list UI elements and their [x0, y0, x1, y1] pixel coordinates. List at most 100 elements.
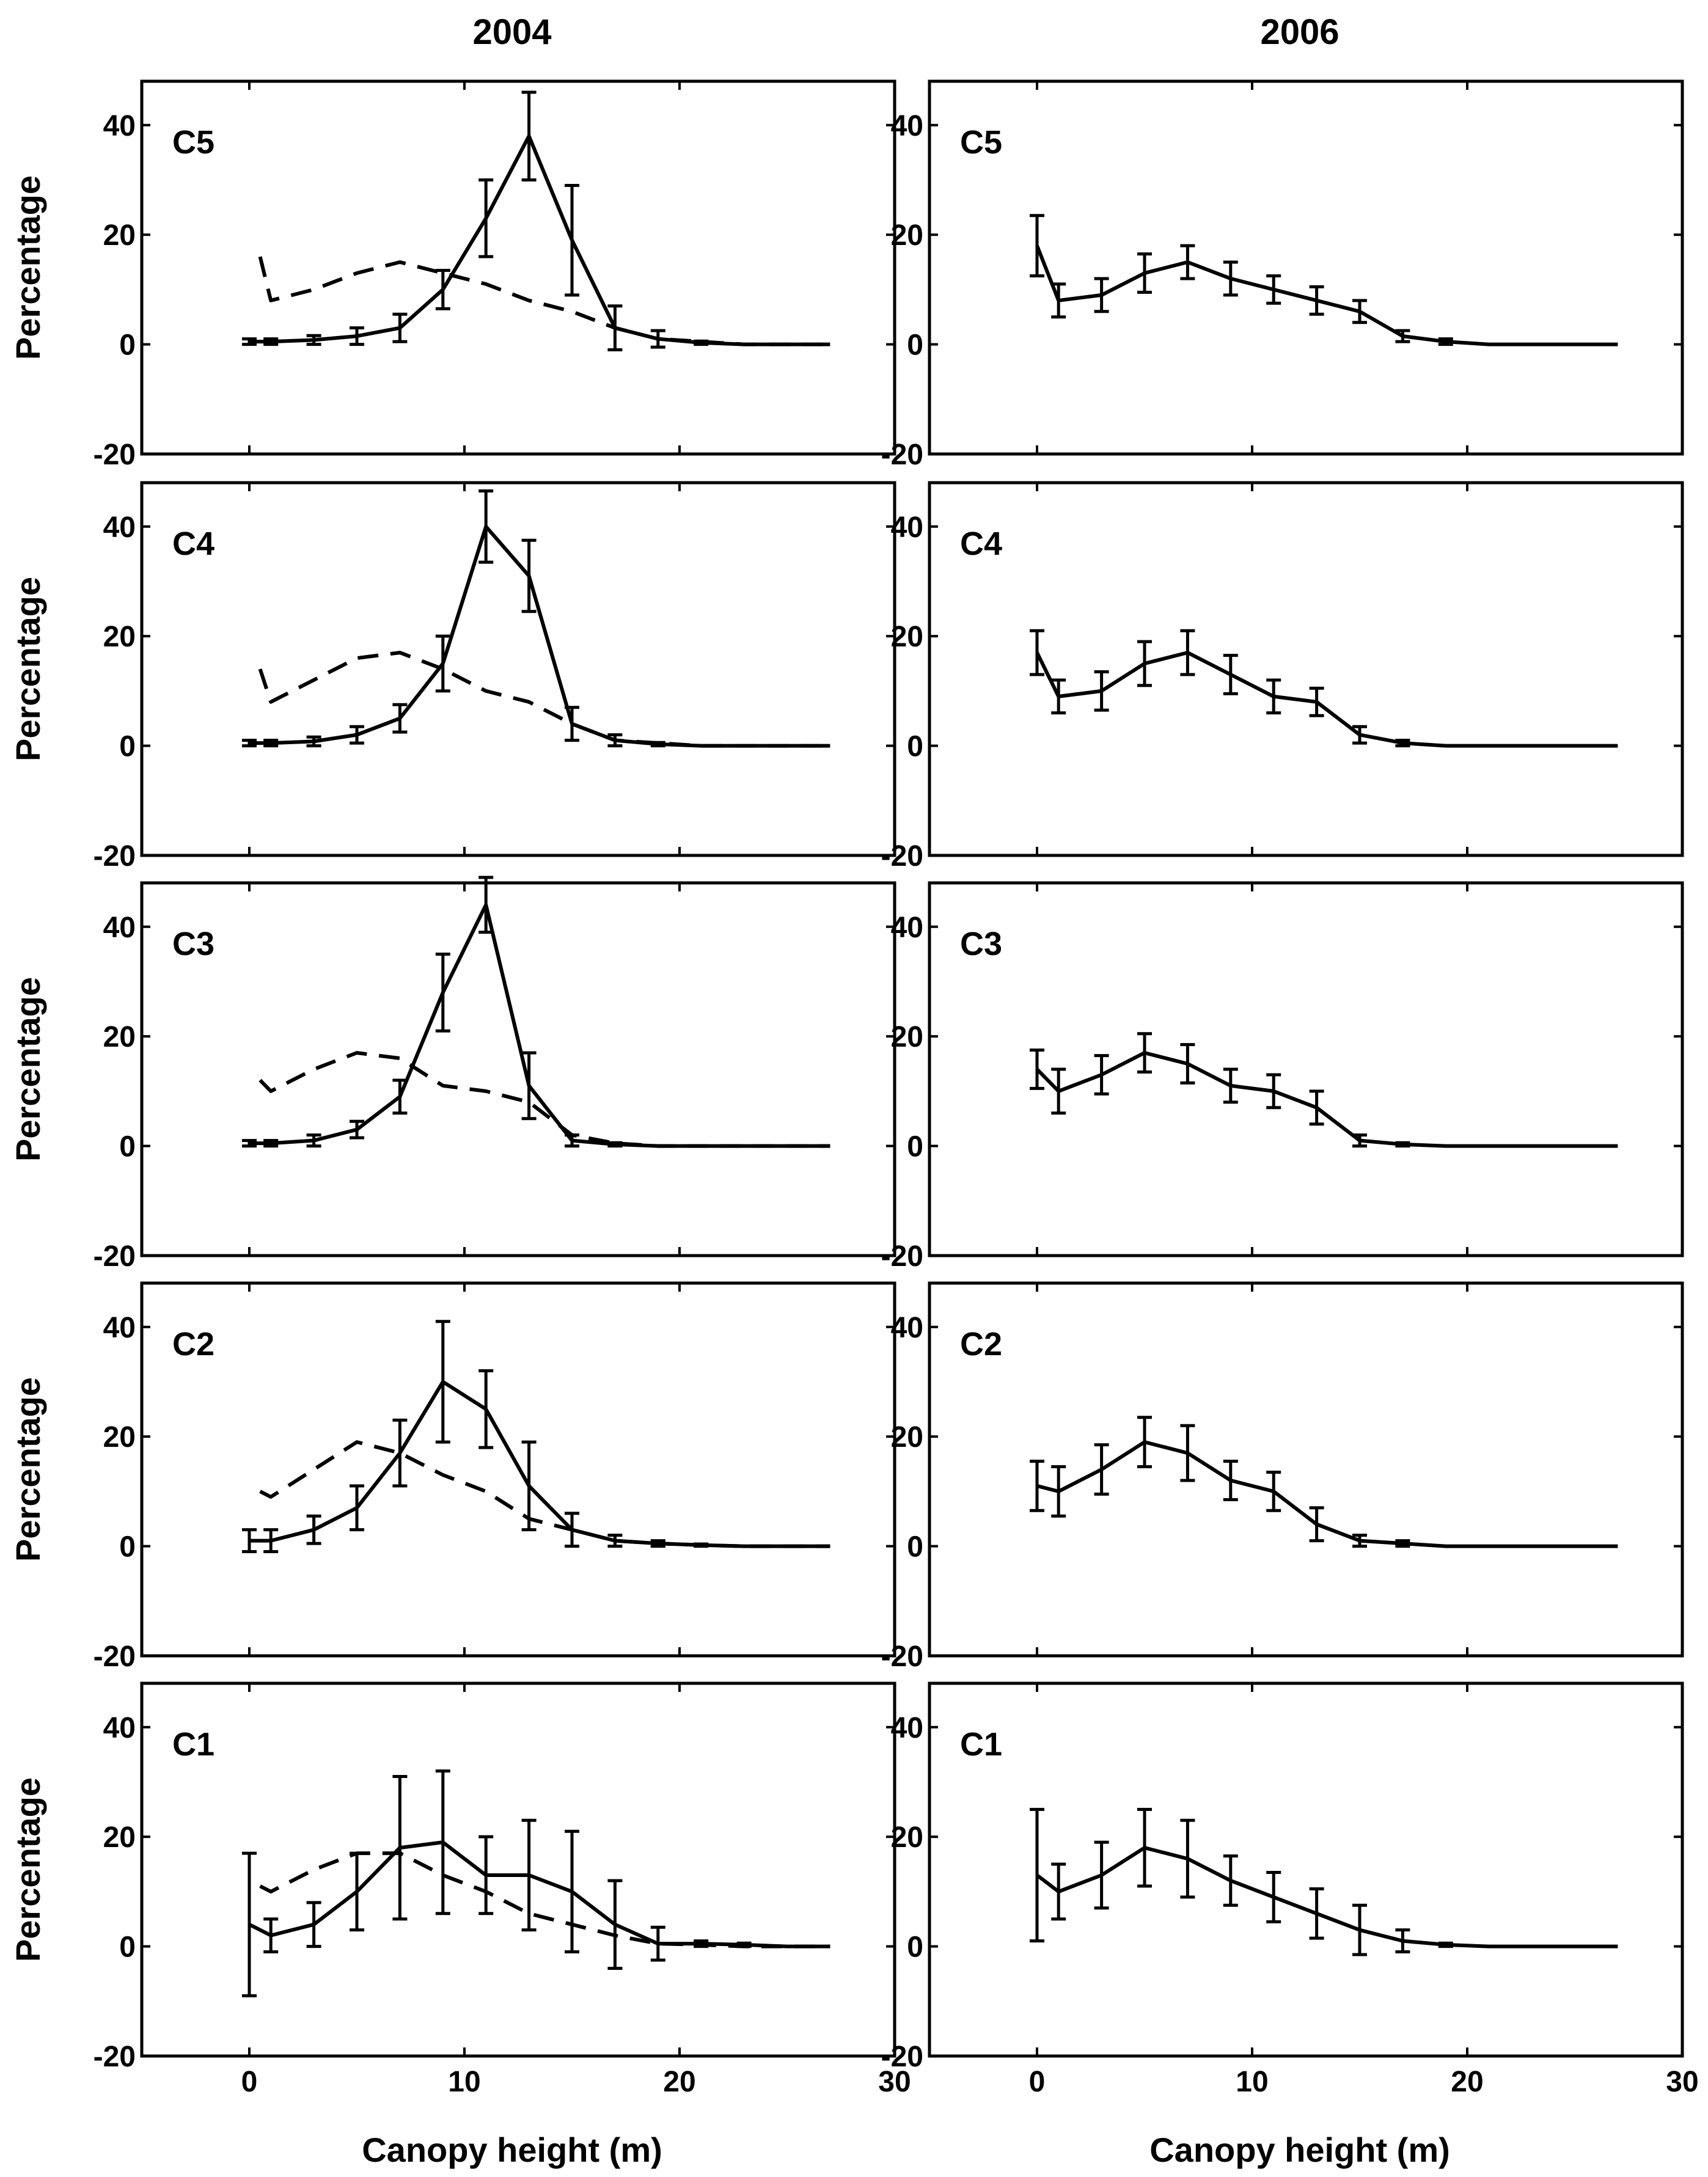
panel-c3-2004-y-tick-label: -20	[93, 1240, 136, 1273]
panel-c2-2006-series-solid	[1030, 1416, 1618, 1548]
panel-c5-2006-y-tick-label: 40	[891, 110, 923, 142]
panel-c2-2004: -20 0 20 40 Percentage C2	[9, 1281, 896, 1673]
panel-c1-2004-y-tick-label: 40	[103, 1712, 136, 1744]
panel-c3-2006-series-solid-line	[1035, 1051, 1618, 1148]
panel-c5-2004-series-solid-line	[249, 134, 830, 346]
panel-c2-2004-label: C2	[172, 1326, 214, 1363]
panel-c5-2004-series-solid	[242, 90, 830, 352]
panel-c2-2006-series-solid-line	[1036, 1440, 1618, 1548]
panel-c5-2006: -20 0 20 40 C5	[881, 79, 1684, 471]
panel-c1-2004-x-tick-label: 20	[663, 2066, 695, 2098]
column-title-2006: 2006	[1260, 12, 1339, 52]
panel-c5-2004-frame	[140, 79, 896, 456]
panel-c3-2004-series-dashed-line	[258, 1051, 830, 1148]
panel-c5-2006-series-solid	[1030, 214, 1618, 346]
panel-c1-2006: -20 0 20 40 0 10 20 30 C1	[881, 1681, 1699, 2098]
panel-c2-2004-y-axis-label: Percentage	[9, 1377, 47, 1562]
panel-c5-2004-series-dashed	[258, 256, 830, 346]
panel-c3-2006-label: C3	[960, 926, 1002, 962]
panel-c2-2004-frame	[140, 1281, 896, 1658]
panel-c4-2004-label: C4	[172, 525, 214, 562]
panel-c4-2006-label: C4	[960, 525, 1002, 562]
panel-c5-2006-label: C5	[960, 124, 1002, 161]
panel-c4-2004-y-tick-label: -20	[93, 840, 136, 873]
panel-c4-2006-y-tick-label: 20	[891, 621, 923, 653]
panel-c5-2004-y-tick-label: -20	[93, 439, 136, 471]
panel-c3-2006-y-tick-label: 0	[907, 1131, 923, 1163]
panel-c2-2004-series-dashed	[259, 1440, 830, 1548]
panel-c4-2004-series-solid	[242, 489, 830, 748]
panel-c1-2006-frame	[928, 1681, 1684, 2058]
panel-c1-2004-y-tick-label: 0	[119, 1931, 136, 1964]
panel-c1-2004-series-dashed	[259, 1851, 830, 1948]
panel-c1-2004-frame	[140, 1681, 896, 2058]
panel-c3-2004-y-axis-label: Percentage	[9, 977, 47, 1162]
panel-c4-2004-y-axis-label: Percentage	[9, 577, 47, 761]
panel-c2-2006-y-tick-label: 20	[891, 1421, 923, 1454]
panel-c1-2004-label: C1	[172, 1726, 214, 1763]
panel-c2-2006-label: C2	[960, 1326, 1002, 1363]
panel-c1-2004-x-tick-label: 10	[448, 2066, 480, 2098]
panel-c4-2006-frame	[928, 481, 1684, 857]
panel-c1-2006-y-tick-label: 40	[891, 1712, 923, 1744]
panel-c2-2004-series-solid	[242, 1320, 830, 1554]
panel-c3-2006-y-tick-label: 20	[891, 1021, 923, 1053]
panel-c4-2006-y-tick-label: 0	[907, 731, 923, 763]
panel-c4-2004-y-tick-label: 20	[103, 621, 136, 653]
panel-c3-2004-y-tick-label: 0	[119, 1131, 136, 1163]
x-axis-label-2004: Canopy height (m)	[362, 2131, 662, 2169]
panel-c5-2004-series-dashed-line	[258, 256, 830, 346]
panel-c1-2004-y-tick-label: 20	[103, 1821, 136, 1854]
panel-c3-2006: -20 0 20 40 C3	[881, 881, 1684, 1273]
panel-c2-2006-frame	[928, 1281, 1684, 1658]
panel-c4-2006-y-tick-label: 40	[891, 511, 923, 544]
panel-c4-2004-y-tick-label: 0	[119, 731, 136, 763]
panel-c3-2004-label: C3	[172, 926, 214, 962]
panel-c3-2006-y-tick-label: -20	[881, 1240, 923, 1273]
panel-c1-2006-series-solid-line	[1036, 1846, 1618, 1948]
panel-c5-2004-y-tick-label: 40	[103, 110, 136, 142]
panel-c4-2004-series-dashed	[258, 651, 830, 748]
panel-c4-2004-y-tick-label: 40	[103, 511, 136, 544]
panel-c1-2006-y-tick-label: -20	[881, 2041, 923, 2073]
panel-c1-2006-x-tick-label: 30	[1666, 2066, 1698, 2098]
panel-c2-2004-y-tick-label: 0	[119, 1531, 136, 1564]
panel-c1-2004-series-dashed-line	[259, 1851, 830, 1948]
panel-c1-2006-label: C1	[960, 1726, 1002, 1763]
panel-c3-2004-y-tick-label: 20	[103, 1021, 136, 1053]
panel-c5-2006-series-solid-line	[1035, 245, 1618, 346]
panel-c4-2004-series-dashed-line	[258, 651, 830, 748]
panel-c2-2004-y-tick-label: -20	[93, 1641, 136, 1673]
panel-c4-2004-series-solid-line	[249, 524, 830, 748]
panel-c4-2006-series-solid	[1030, 629, 1618, 748]
panel-c1-2004-y-tick-label: -20	[93, 2041, 136, 2073]
panel-c4-2006: -20 0 20 40 C4	[881, 481, 1684, 873]
panel-c2-2004-y-tick-label: 40	[103, 1312, 136, 1344]
panel-c1-2004-series-solid	[242, 1769, 830, 1997]
panel-c3-2004-frame	[140, 881, 896, 1257]
panel-c4-2006-y-tick-label: -20	[881, 840, 923, 873]
panel-c2-2004-y-tick-label: 20	[103, 1421, 136, 1454]
panel-c2-2006-y-tick-label: 40	[891, 1312, 923, 1344]
panel-c3-2006-series-solid	[1030, 1032, 1618, 1148]
panel-c1-2004-x-tick-label: 30	[878, 2066, 911, 2098]
panel-c5-2004: -20 0 20 40 Percentage C5	[9, 79, 896, 471]
panel-c3-2004: -20 0 20 40 Percentage C3	[9, 876, 896, 1273]
panel-c3-2006-y-tick-label: 40	[891, 912, 923, 944]
panel-grid: -20 0 20 40 Percentage C5 -20 0 20 40 C5 -20 0 20 40 Pe…	[9, 79, 1699, 2098]
panel-c4-2004: -20 0 20 40 Percentage C4	[9, 481, 896, 873]
panel-c5-2004-y-tick-label: 0	[119, 329, 136, 362]
panel-c5-2006-y-tick-label: 0	[907, 329, 923, 362]
panel-c2-2006: -20 0 20 40 C2	[881, 1281, 1684, 1673]
panel-c4-2006-series-solid-line	[1035, 651, 1618, 748]
panel-c5-2004-y-axis-label: Percentage	[9, 175, 47, 360]
panel-c5-2006-y-tick-label: -20	[881, 439, 923, 471]
panel-c1-2004-series-solid-line	[248, 1840, 830, 1948]
panel-c1-2006-x-tick-label: 10	[1236, 2066, 1268, 2098]
panel-c1-2006-x-tick-label: 20	[1451, 2066, 1483, 2098]
panel-c1-2004-x-tick-label: 0	[241, 2066, 258, 2098]
x-axis-label-2006: Canopy height (m)	[1149, 2131, 1450, 2169]
panel-c1-2004-y-axis-label: Percentage	[9, 1777, 47, 1962]
panel-c3-2004-y-tick-label: 40	[103, 912, 136, 944]
